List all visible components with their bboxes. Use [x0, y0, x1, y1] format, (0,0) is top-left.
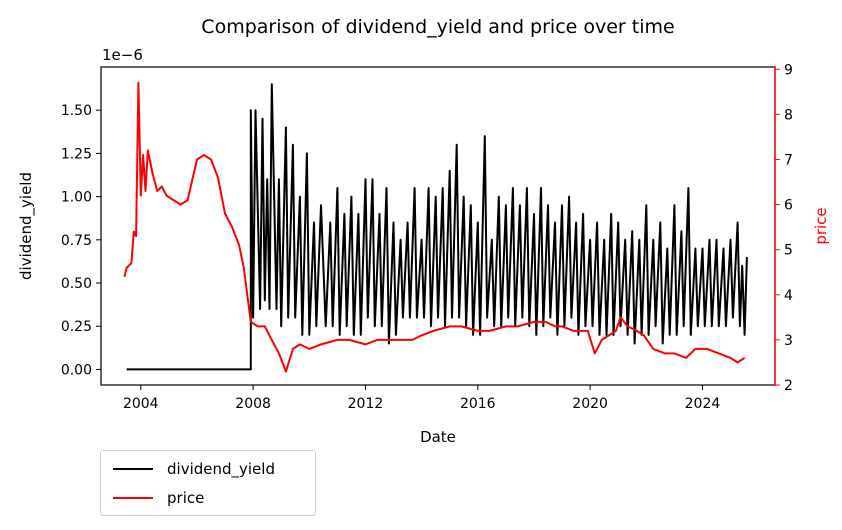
x-tick-label: 2004: [123, 396, 159, 412]
x-tick-label: 2008: [235, 396, 271, 412]
x-axis-label: Date: [420, 428, 456, 446]
x-tick-label: 2024: [685, 396, 721, 412]
legend-label-price: price: [167, 489, 205, 507]
left-tick-label: 0.75: [61, 233, 92, 249]
legend-swatch-dividend-yield: [113, 468, 153, 470]
left-tick-label: 1.00: [61, 190, 92, 206]
series-line-dividend-yield: [126, 83, 748, 371]
right-tick-label: 5: [784, 243, 793, 259]
legend-swatch-price: [113, 497, 153, 499]
left-axis: 0.00 0.25 0.50 0.75 1.00 1.25 1.50: [61, 103, 101, 378]
right-axis: 2 3 4 5 6 7 8 9: [774, 62, 793, 394]
left-tick-label: 0.00: [61, 362, 92, 378]
x-tick-label: 2020: [572, 396, 608, 412]
right-tick-label: 3: [784, 333, 793, 349]
x-tick-label: 2016: [460, 396, 496, 412]
x-axis: 2004 2008 2012 2016 2020 2024: [123, 385, 720, 412]
left-tick-label: 0.25: [61, 319, 92, 335]
right-axis-label: price: [812, 207, 830, 244]
legend-item-dividend-yield: dividend_yield: [113, 459, 275, 479]
series-line-price: [123, 81, 746, 373]
left-tick-label: 1.25: [61, 146, 92, 162]
legend: dividend_yield price: [100, 450, 316, 516]
right-tick-label: 9: [784, 62, 793, 78]
legend-label-dividend-yield: dividend_yield: [167, 460, 275, 478]
left-axis-label: dividend_yield: [17, 172, 36, 280]
left-tick-label: 0.50: [61, 276, 92, 292]
right-tick-label: 4: [784, 288, 793, 304]
left-tick-label: 1.50: [61, 103, 92, 119]
chart-title: Comparison of dividend_yield and price o…: [201, 16, 674, 38]
right-tick-label: 6: [784, 198, 793, 214]
right-tick-label: 8: [784, 107, 793, 123]
left-offset-label: 1e−6: [102, 46, 143, 64]
right-tick-label: 2: [784, 378, 793, 394]
plot-lines: [123, 81, 748, 373]
x-tick-label: 2012: [348, 396, 384, 412]
legend-item-price: price: [113, 488, 204, 508]
right-tick-label: 7: [784, 152, 793, 168]
